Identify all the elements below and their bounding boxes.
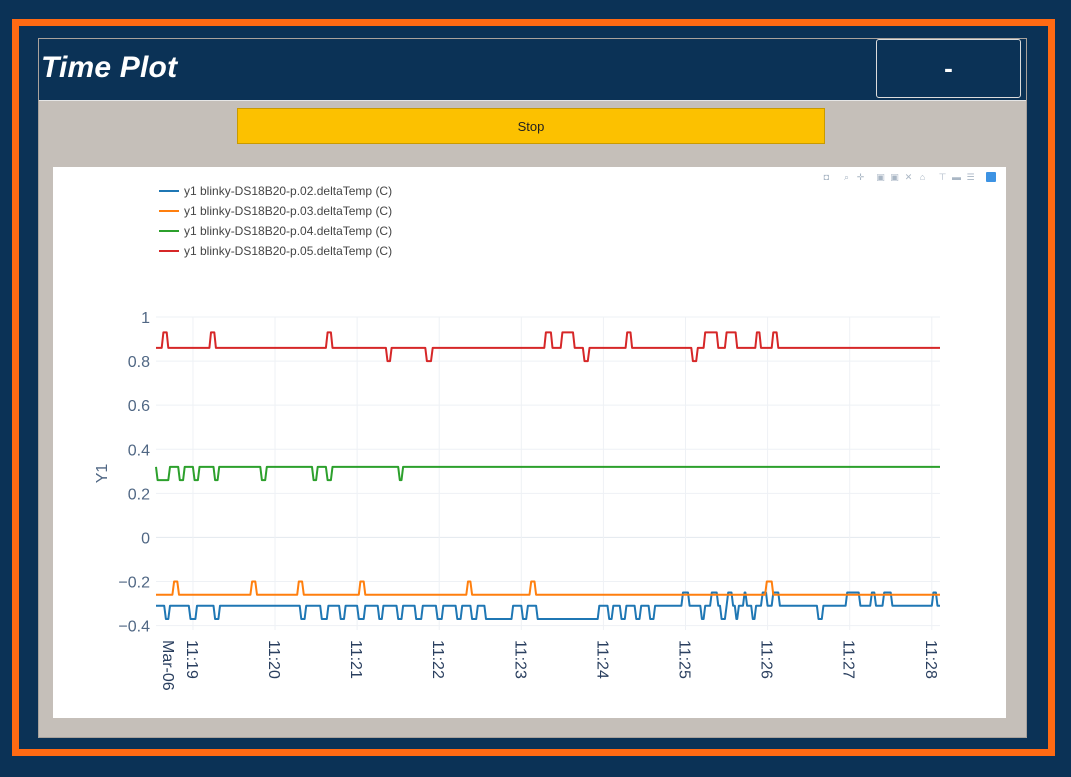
home-icon[interactable]: ⌂ xyxy=(919,171,926,182)
plotly-logo-icon[interactable] xyxy=(986,172,996,182)
series-line-2 xyxy=(155,465,940,482)
pan-icon[interactable]: ✛ xyxy=(856,171,865,182)
legend-swatch-p03 xyxy=(159,210,179,212)
legend-swatch-p02 xyxy=(159,190,179,192)
status-box: - xyxy=(876,39,1021,98)
x-tick-label: 11:19 xyxy=(183,640,200,679)
y-tick-label: −0.2 xyxy=(118,575,150,592)
y-axis-label: Y1 xyxy=(94,464,111,484)
time-series-chart[interactable]: 1 0.8 0.6 0.4 0.2 0 −0.2 −0.4 11:19 Mar-06 11:20 11… xyxy=(53,167,1006,718)
x-tick-sublabel: Mar-06 xyxy=(159,640,176,691)
autoscale-icon[interactable]: ✕ xyxy=(904,171,913,182)
series-line-0 xyxy=(156,591,940,620)
x-tick-label: 11:27 xyxy=(840,640,857,679)
y-tick-label: 0.4 xyxy=(128,442,150,459)
x-tick-label: 11:25 xyxy=(676,640,693,679)
series-line-3 xyxy=(156,331,940,363)
time-plot-panel: Time Plot - Stop 1 0.8 0.6 0.4 0.2 0 −0.2 −0.4 1… xyxy=(38,38,1027,738)
legend-item-p05[interactable]: y1 blinky-DS18B20-p.05.deltaTemp (C) xyxy=(159,241,392,261)
legend-item-p04[interactable]: y1 blinky-DS18B20-p.04.deltaTemp (C) xyxy=(159,221,392,241)
plot-modebar: ◘ ⌕ ✛ ▣ ▣ ✕ ⌂ ⊤ ▬ ☰ xyxy=(822,172,996,182)
app-frame: Time Plot - Stop 1 0.8 0.6 0.4 0.2 0 −0.2 −0.4 1… xyxy=(12,19,1055,756)
x-tick-label: 11:23 xyxy=(511,640,528,679)
legend-label-p02: y1 blinky-DS18B20-p.02.deltaTemp (C) xyxy=(184,184,393,198)
camera-icon[interactable]: ◘ xyxy=(823,171,830,182)
y-tick-label: 1 xyxy=(141,310,150,327)
legend-label-p04: y1 blinky-DS18B20-p.04.deltaTemp (C) xyxy=(184,224,393,238)
x-tick-label: 11:28 xyxy=(922,640,939,679)
stop-button[interactable]: Stop xyxy=(237,108,825,144)
x-tick-label: 11:24 xyxy=(593,640,610,679)
zoom-in-icon[interactable]: ▣ xyxy=(876,171,885,182)
plot-area[interactable]: 1 0.8 0.6 0.4 0.2 0 −0.2 −0.4 11:19 Mar-06 11:20 11… xyxy=(53,167,1006,718)
legend-item-p02[interactable]: y1 blinky-DS18B20-p.02.deltaTemp (C) xyxy=(159,181,392,201)
x-tick-label: 11:22 xyxy=(429,640,446,679)
legend-label-p05: y1 blinky-DS18B20-p.05.deltaTemp (C) xyxy=(184,244,393,258)
hover-compare-icon[interactable]: ☰ xyxy=(966,171,975,182)
x-tick-label: 11:20 xyxy=(265,640,282,679)
x-tick-label: 11:26 xyxy=(758,640,775,679)
y-tick-label: 0 xyxy=(141,530,150,547)
legend-swatch-p04 xyxy=(159,230,179,232)
legend-item-p03[interactable]: y1 blinky-DS18B20-p.03.deltaTemp (C) xyxy=(159,201,392,221)
page-title: Time Plot xyxy=(41,51,178,84)
zoom-icon[interactable]: ⌕ xyxy=(843,171,850,182)
legend-label-p03: y1 blinky-DS18B20-p.03.deltaTemp (C) xyxy=(184,204,393,218)
spike-lines-icon[interactable]: ⊤ xyxy=(938,171,947,182)
series-line-1 xyxy=(156,580,940,596)
y-tick-label: −0.4 xyxy=(118,619,150,636)
legend-swatch-p05 xyxy=(159,250,179,252)
zoom-out-icon[interactable]: ▣ xyxy=(890,171,899,182)
panel-header: Time Plot - xyxy=(39,39,1026,101)
x-tick-label: 11:21 xyxy=(347,640,364,679)
y-tick-label: 0.2 xyxy=(128,486,150,503)
hover-closest-icon[interactable]: ▬ xyxy=(952,171,961,182)
chart-legend: y1 blinky-DS18B20-p.02.deltaTemp (C) y1 … xyxy=(159,181,392,261)
y-tick-label: 0.6 xyxy=(128,398,150,415)
y-tick-label: 0.8 xyxy=(128,354,150,371)
